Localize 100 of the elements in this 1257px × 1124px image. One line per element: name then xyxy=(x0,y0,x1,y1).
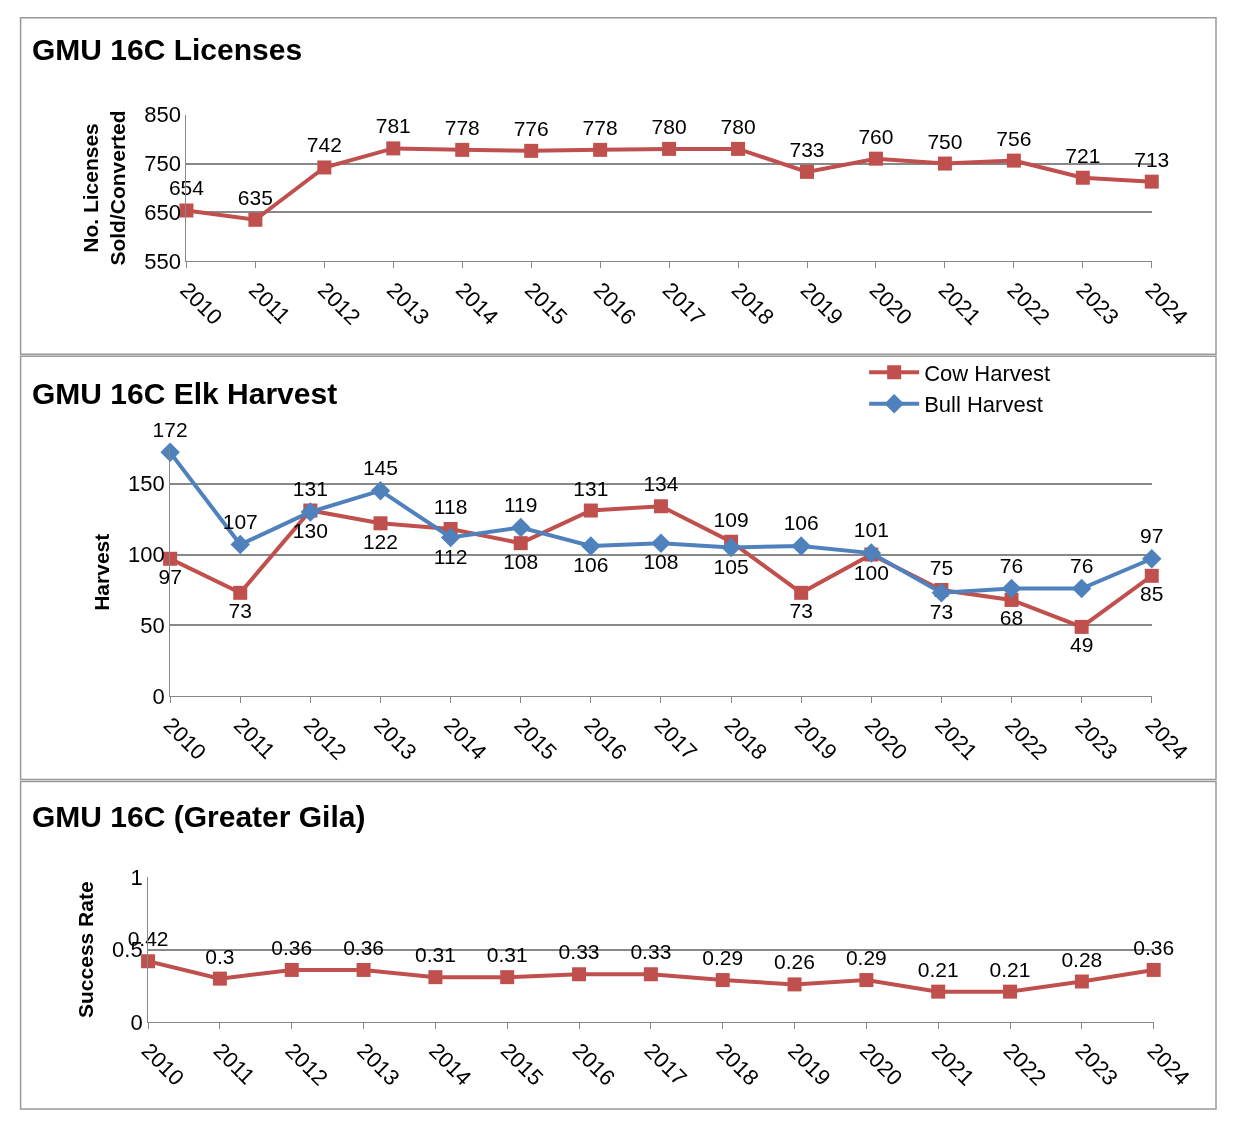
point xyxy=(794,585,809,600)
point xyxy=(937,156,952,171)
data-label: 76 xyxy=(999,553,1024,577)
point xyxy=(1144,174,1159,189)
data-label: 733 xyxy=(789,137,825,161)
point xyxy=(356,962,371,977)
data-label: 145 xyxy=(362,456,399,480)
data-label: 100 xyxy=(853,561,889,585)
data-label: 0.31 xyxy=(486,943,528,967)
data-label: 130 xyxy=(292,519,328,543)
data-label: 760 xyxy=(858,124,894,148)
data-label: 101 xyxy=(853,518,889,542)
legend-label: Bull Harvest xyxy=(924,392,1043,418)
data-label: 109 xyxy=(713,507,749,531)
data-label: 97 xyxy=(1140,524,1164,548)
y-axis-title: Success Rate xyxy=(74,881,98,1018)
data-label: 85 xyxy=(1140,582,1164,606)
point xyxy=(510,517,531,538)
point xyxy=(572,967,587,982)
data-label: 0.21 xyxy=(917,957,959,981)
y-tick-label: 550 xyxy=(144,249,182,275)
point xyxy=(1074,974,1089,989)
y-tick-label: 650 xyxy=(144,200,182,226)
data-label: 131 xyxy=(292,476,328,500)
data-label: 0.33 xyxy=(630,940,672,964)
point xyxy=(1003,984,1018,999)
point xyxy=(500,970,515,985)
data-label: 654 xyxy=(168,176,205,200)
point xyxy=(428,970,443,985)
point xyxy=(524,143,539,158)
point xyxy=(731,141,746,156)
point xyxy=(386,141,401,156)
data-label: 780 xyxy=(651,114,687,138)
data-label: 68 xyxy=(999,606,1024,630)
y-tick-label: 100 xyxy=(128,542,165,568)
point xyxy=(931,984,946,999)
point xyxy=(653,499,668,514)
data-label: 73 xyxy=(929,599,954,623)
point xyxy=(248,212,263,227)
point xyxy=(791,536,811,556)
legend-label: Cow Harvest xyxy=(924,360,1051,386)
point xyxy=(583,503,598,518)
data-label: 108 xyxy=(503,549,539,573)
y-tick-label: 150 xyxy=(128,471,165,497)
data-label: 781 xyxy=(375,114,411,138)
data-label: 0.36 xyxy=(343,935,385,959)
data-label: 721 xyxy=(1065,143,1101,167)
point xyxy=(1006,153,1021,168)
point xyxy=(233,585,248,600)
data-label: 97 xyxy=(158,565,182,589)
point xyxy=(1144,568,1159,583)
data-label: 107 xyxy=(222,509,258,533)
point xyxy=(868,151,883,166)
y-tick-label: 0 xyxy=(130,1009,143,1035)
data-label: 0.36 xyxy=(1133,935,1175,959)
data-label: 756 xyxy=(996,126,1032,150)
data-label: 112 xyxy=(433,544,468,568)
point xyxy=(373,516,388,531)
chart-title: GMU 16C (Greater Gila) xyxy=(32,800,366,833)
point xyxy=(787,977,802,992)
y-tick-label: 850 xyxy=(144,102,182,128)
point xyxy=(721,537,741,558)
data-label: 713 xyxy=(1134,147,1170,171)
data-label: 105 xyxy=(713,554,749,578)
y-tick-label: 0 xyxy=(152,684,165,710)
data-label: 0.29 xyxy=(702,946,744,970)
data-label: 49 xyxy=(1069,633,1094,657)
point xyxy=(715,973,730,988)
data-label: 0.28 xyxy=(1061,947,1103,971)
point xyxy=(284,962,299,977)
data-label: 119 xyxy=(503,492,538,516)
point xyxy=(651,533,671,553)
point xyxy=(1075,170,1090,185)
point xyxy=(160,442,180,463)
data-label: 0.3 xyxy=(205,944,235,968)
point xyxy=(370,480,391,501)
point xyxy=(643,967,658,982)
point xyxy=(581,536,601,556)
data-label: 108 xyxy=(643,550,679,574)
point xyxy=(1142,549,1162,569)
y-tick-label: 750 xyxy=(144,151,182,177)
point xyxy=(800,164,815,179)
point xyxy=(662,141,677,156)
point xyxy=(1001,578,1022,599)
data-label: 750 xyxy=(927,129,963,153)
data-label: 778 xyxy=(582,115,618,139)
data-label: 73 xyxy=(789,599,813,623)
data-label: 118 xyxy=(433,494,468,518)
y-tick-label: 50 xyxy=(140,613,165,639)
data-label: 134 xyxy=(643,472,679,496)
data-label: 0.21 xyxy=(989,957,1031,981)
data-label: 106 xyxy=(573,553,609,577)
data-label: 106 xyxy=(783,511,819,535)
data-label: 0.29 xyxy=(845,946,887,970)
data-label: 131 xyxy=(573,476,609,500)
point xyxy=(141,954,156,969)
data-label: 76 xyxy=(1069,553,1094,577)
data-label: 776 xyxy=(513,116,549,140)
y-tick-label: 1 xyxy=(130,865,143,891)
data-label: 0.36 xyxy=(271,935,313,959)
